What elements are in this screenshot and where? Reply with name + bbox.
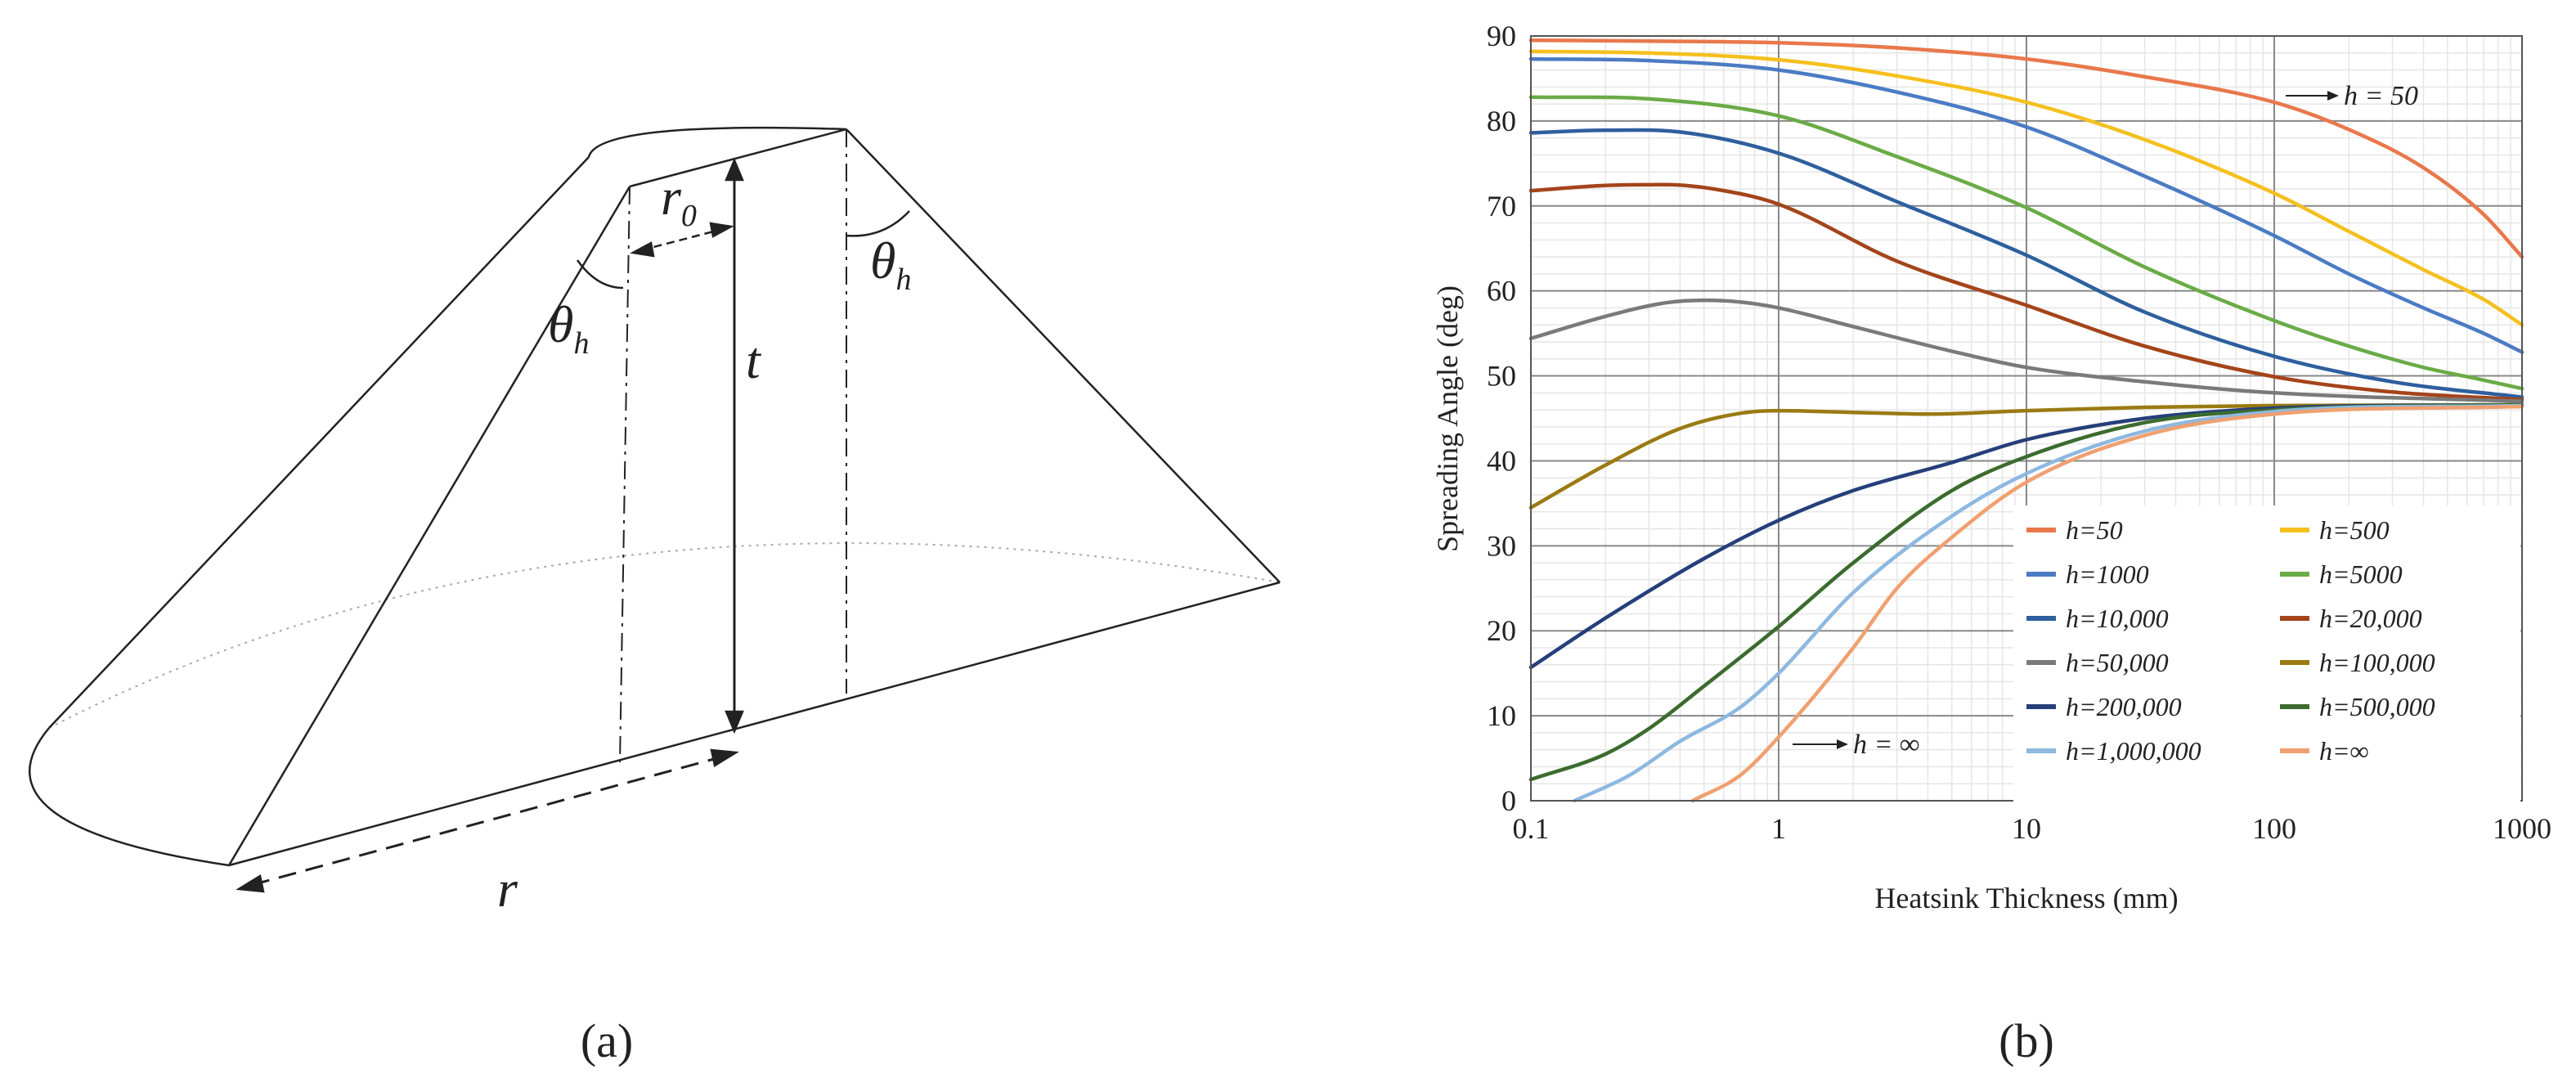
legend-label: h=∞ (2319, 736, 2368, 766)
legend-label: h=20,000 (2319, 604, 2422, 633)
annotation-h50-text: h = 50 (2344, 81, 2418, 111)
series-line (1528, 49, 2524, 327)
series-line (1690, 404, 2524, 803)
base-front-arc (28, 727, 230, 867)
annotation-hinf: h = ∞ (1793, 730, 1919, 760)
panel-b-label: (b) (1999, 1014, 2054, 1067)
front-slant-edge (227, 186, 631, 866)
r-arrowhead-right (710, 748, 739, 767)
right-angle-arc (845, 210, 910, 237)
thickness-arrowhead-bottom (725, 710, 744, 734)
base-edge (228, 581, 1281, 867)
left-vertical-dashdot (619, 186, 631, 763)
legend-box (2013, 505, 2520, 802)
x-tick-label: 1 (1771, 812, 1786, 845)
annotation-h50-arrowhead (2327, 91, 2339, 101)
left-outer-edge (48, 156, 590, 729)
legend-label: h=50,000 (2066, 648, 2169, 677)
r-arrow (251, 755, 724, 887)
r0-arrowhead-left (630, 241, 655, 258)
legend-label: h=5000 (2319, 559, 2403, 589)
legend-label: h=100,000 (2319, 648, 2435, 677)
series-line (1573, 403, 2524, 803)
series-line (1528, 402, 2524, 782)
series-line (1528, 402, 2524, 510)
y-tick-label: 80 (1487, 105, 1516, 137)
r-label: r (497, 860, 518, 918)
legend-label: h=1,000,000 (2066, 736, 2201, 766)
y-axis-title: Spreading Angle (deg) (1431, 285, 1464, 552)
panel-a-labels: r0 θh θh t r (497, 168, 911, 918)
series-line (1528, 298, 2524, 403)
x-tick-label: 100 (2252, 812, 2296, 845)
base-back-arc (48, 542, 1281, 729)
series-line (1528, 128, 2524, 399)
annotation-hinf-text: h = ∞ (1853, 730, 1919, 760)
y-tick-label: 90 (1487, 20, 1516, 52)
y-tick-label: 40 (1487, 444, 1516, 477)
panel-a-label: (a) (581, 1014, 633, 1067)
right-outer-edge (846, 128, 1281, 583)
y-tick-label: 70 (1487, 190, 1516, 222)
r0-arrow (640, 227, 724, 252)
r-arrowhead-left (236, 874, 265, 893)
theta-left-label: θh (548, 295, 589, 361)
annotation-hinf-arrowhead (1837, 739, 1848, 749)
t-label: t (746, 331, 762, 389)
x-tick-labels: 0.1 1 10 100 1000 (1513, 812, 2552, 845)
x-tick-label: 1000 (2493, 812, 2551, 845)
thickness-arrowhead-top (725, 157, 744, 182)
x-axis-title: Heatsink Thickness (mm) (1874, 882, 2178, 914)
x-tick-label: 10 (2012, 812, 2041, 845)
r0-arrowhead-right (709, 222, 734, 238)
x-tick-label: 0.1 (1513, 812, 1550, 845)
y-tick-label: 10 (1487, 699, 1516, 732)
legend-label: h=200,000 (2066, 692, 2182, 721)
y-tick-label: 20 (1487, 614, 1516, 647)
series-line (1528, 38, 2524, 259)
theta-right-label: θh (870, 231, 911, 297)
legend-label: h=1000 (2066, 559, 2149, 589)
legend-label: h=10,000 (2066, 604, 2169, 633)
series-line (1528, 182, 2524, 402)
legend-label: h=500 (2319, 515, 2390, 545)
series-line (1528, 95, 2524, 391)
y-tick-label: 0 (1501, 784, 1516, 817)
y-tick-label: 30 (1487, 529, 1516, 562)
top-ellipse (587, 126, 847, 158)
series-layer (1528, 38, 2524, 803)
legend-label: h=50 (2066, 515, 2123, 545)
y-tick-label: 50 (1487, 360, 1516, 393)
legend: h=50 h=500 h=1000 h=5000 h=10,000 h=20,000 h=5… (2013, 505, 2520, 802)
r0-label: r0 (661, 168, 697, 233)
top-chord (629, 128, 847, 188)
spreading-angle-chart: 0.1 1 10 100 1000 0 10 20 30 40 50 60 70 80 90 Heatsi… (1431, 20, 2551, 914)
y-tick-label: 60 (1487, 275, 1516, 308)
legend-label: h=500,000 (2319, 692, 2435, 721)
panel-a-diagram (28, 126, 1281, 893)
y-tick-labels: 0 10 20 30 40 50 60 70 80 90 (1487, 20, 1516, 817)
annotation-h50: h = 50 (2286, 81, 2418, 111)
series-line (1528, 56, 2524, 354)
left-angle-arc (576, 259, 624, 290)
